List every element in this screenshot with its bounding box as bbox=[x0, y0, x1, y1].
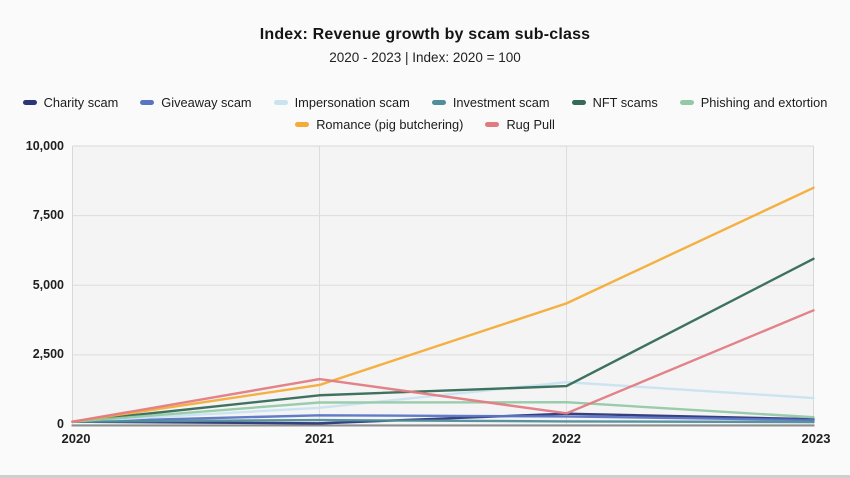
legend-item: Charity scam bbox=[22, 95, 119, 110]
series-line-nft-scams bbox=[71, 257, 815, 423]
series-line-investment-scam bbox=[71, 418, 815, 424]
legend-label: Romance (pig butchering) bbox=[316, 117, 464, 132]
legend-row-2: Romance (pig butchering) Rug Pull bbox=[0, 117, 850, 132]
y-tick-label: 2,500 bbox=[32, 347, 64, 362]
series-line-impersonation-scam bbox=[71, 380, 815, 423]
legend-item: Rug Pull bbox=[485, 117, 555, 132]
series-line-charity-scam bbox=[71, 412, 815, 425]
legend-item: Impersonation scam bbox=[273, 95, 410, 110]
x-tick-label: 2020 bbox=[61, 431, 91, 446]
legend-label: Phishing and extortion bbox=[700, 95, 828, 110]
x-tick-label: 2021 bbox=[305, 431, 334, 446]
legend-item: Romance (pig butchering) bbox=[295, 117, 463, 132]
legend-item: Investment scam bbox=[431, 95, 550, 110]
legend-swatch-icon bbox=[140, 100, 155, 105]
legend-row-1: Charity scam Giveaway scam Impersonation s… bbox=[0, 95, 850, 110]
legend-swatch-icon bbox=[485, 122, 500, 127]
legend-swatch-icon bbox=[679, 100, 694, 105]
y-tick-label: 0 bbox=[57, 417, 64, 431]
series-line-phishing-and-extortion bbox=[71, 401, 815, 423]
y-tick-label: 5,000 bbox=[32, 277, 64, 292]
legend-item: Giveaway scam bbox=[140, 95, 252, 110]
y-tick-label: 7,500 bbox=[32, 208, 64, 223]
page-subtitle: 2020 - 2023 | Index: 2020 = 100 bbox=[329, 50, 521, 65]
y-tick-label: 10,000 bbox=[25, 138, 64, 153]
legend-swatch-icon bbox=[295, 122, 310, 127]
series-line-giveaway-scam bbox=[71, 414, 815, 423]
bottom-edge-strip bbox=[0, 475, 850, 478]
legend-label: Investment scam bbox=[452, 95, 550, 110]
page-title: Index: Revenue growth by scam sub-class bbox=[259, 26, 591, 43]
x-tick-label: 2022 bbox=[552, 431, 581, 446]
legend-item: NFT scams bbox=[571, 95, 658, 110]
legend-label: Impersonation scam bbox=[294, 95, 410, 110]
legend-swatch-icon bbox=[273, 100, 288, 105]
legend-label: Rug Pull bbox=[506, 117, 555, 132]
legend: Charity scam Giveaway scam Impersonation s… bbox=[0, 95, 850, 139]
legend-swatch-icon bbox=[571, 100, 586, 105]
legend-swatch-icon bbox=[431, 100, 446, 105]
series-line-romance-pig-butchering- bbox=[71, 186, 815, 423]
legend-swatch-icon bbox=[22, 100, 37, 105]
legend-label: NFT scams bbox=[592, 95, 658, 110]
legend-item: Phishing and extortion bbox=[679, 95, 828, 110]
legend-label: Giveaway scam bbox=[161, 95, 252, 110]
legend-label: Charity scam bbox=[43, 95, 119, 110]
x-tick-label: 2023 bbox=[801, 431, 831, 446]
series-line-rug-pull bbox=[71, 309, 815, 423]
